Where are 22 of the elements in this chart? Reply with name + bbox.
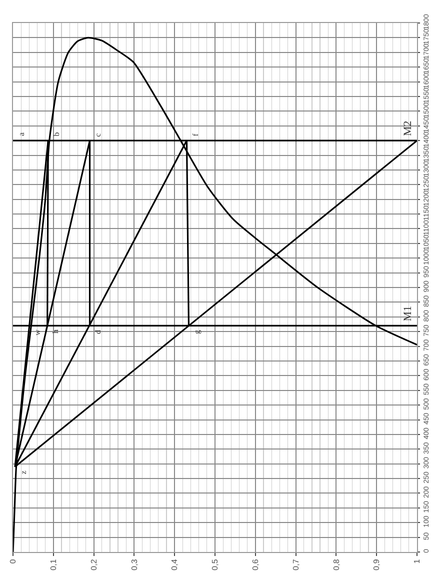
- annotation: h: [51, 330, 60, 334]
- x-tick-label: 0,5: [210, 558, 220, 570]
- x-tick-label: 0,7: [291, 558, 300, 570]
- x-tick-label: 0,2: [89, 558, 98, 570]
- x-tick-label: 0: [8, 558, 18, 564]
- annotation: w: [32, 329, 42, 336]
- annotation: g: [192, 330, 202, 334]
- annotation: z: [18, 470, 28, 474]
- annotation: f: [191, 133, 200, 136]
- x-tick-label: 1: [412, 558, 422, 564]
- annotation: c: [94, 132, 103, 137]
- annotation: M1: [402, 306, 414, 322]
- annotation: b: [52, 132, 62, 136]
- x-tick-label: 0,4: [170, 558, 180, 570]
- annotation: d: [94, 330, 103, 334]
- x-tick-label: 0,3: [130, 558, 139, 570]
- x-tick-label: 0,9: [372, 558, 382, 570]
- annotation: a: [16, 132, 26, 136]
- x-tick-label: 0,6: [251, 558, 260, 570]
- x-tick-label: 0,8: [332, 558, 341, 570]
- x-tick-label: 0,1: [49, 558, 58, 570]
- annotation: M2: [402, 120, 414, 136]
